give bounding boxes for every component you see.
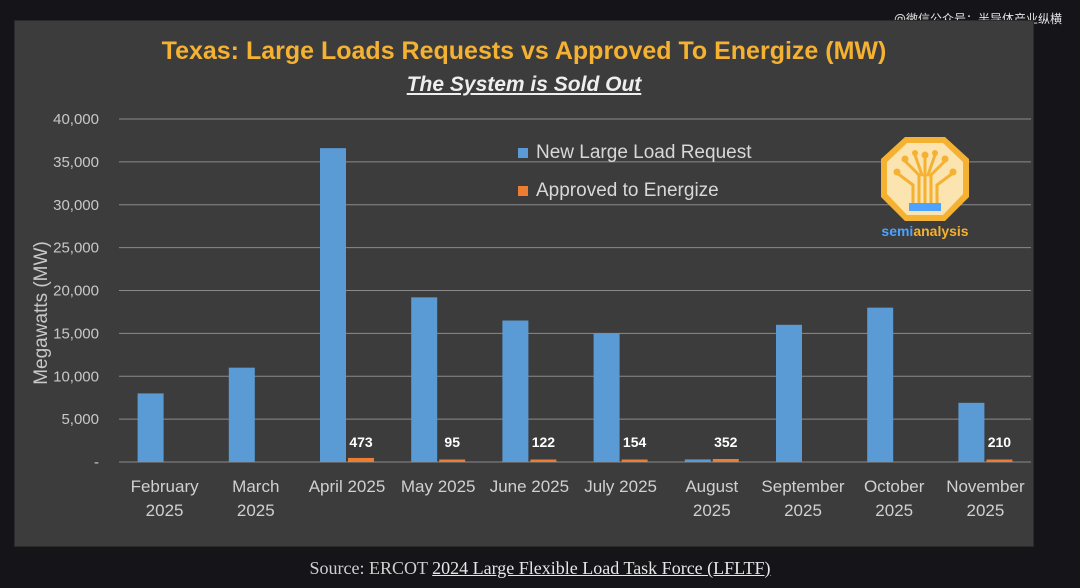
chart-panel: Texas: Large Loads Requests vs Approved … <box>14 20 1034 547</box>
bar-request <box>137 393 164 462</box>
y-tick-label: 25,000 <box>53 240 99 257</box>
bar-approved <box>439 459 466 462</box>
logo-emblem-icon <box>881 137 969 221</box>
data-label-approved: 210 <box>988 434 1012 450</box>
legend-item-approved: Approved to Energize <box>518 172 751 210</box>
bar-approved <box>986 459 1013 462</box>
legend: New Large Load Request Approved to Energ… <box>518 134 751 210</box>
bar-approved <box>712 458 739 462</box>
semianalysis-logo: semianalysis <box>875 135 975 245</box>
y-tick-label: 30,000 <box>53 197 99 214</box>
y-tick-label: 35,000 <box>53 154 99 171</box>
bar-request <box>958 402 985 462</box>
bar-approved <box>530 459 557 462</box>
plot-area: - 5,000 10,000 15,000 20,000 25,000 30,000 35,0… <box>53 111 1031 520</box>
y-tick-label: - <box>94 454 99 471</box>
legend-label-requests: New Large Load Request <box>536 142 752 163</box>
data-label-approved: 473 <box>349 434 373 450</box>
legend-label-approved: Approved to Energize <box>536 180 719 201</box>
bar-request <box>684 459 711 462</box>
x-tick-label: 2025 <box>237 501 275 520</box>
x-tick-label: 2025 <box>784 501 822 520</box>
chart-title: Texas: Large Loads Requests vs Approved … <box>161 37 887 65</box>
bar-request <box>320 148 346 462</box>
x-tick-label: July 2025 <box>584 477 657 496</box>
legend-swatch-requests <box>518 148 528 158</box>
x-tick-label: 2025 <box>875 501 913 520</box>
bar-request <box>228 367 255 462</box>
chart-subtitle: The System is Sold Out <box>406 73 642 96</box>
y-tick-label: 15,000 <box>53 325 99 342</box>
x-tick-label: June 2025 <box>490 477 569 496</box>
x-tick-label: April 2025 <box>309 477 386 496</box>
bar-approved <box>621 459 648 462</box>
y-tick-label: 20,000 <box>53 283 99 300</box>
data-label-approved: 352 <box>714 434 738 450</box>
x-tick-label: 2025 <box>966 501 1004 520</box>
bar-request <box>867 307 894 462</box>
data-label-approved: 154 <box>623 434 647 450</box>
y-tick-label: 10,000 <box>53 368 99 385</box>
x-tick-label: 2025 <box>693 501 731 520</box>
bar-approved <box>348 457 374 462</box>
x-tick-label: February <box>131 477 200 496</box>
legend-item-requests: New Large Load Request <box>518 134 751 172</box>
x-tick-label: August <box>685 477 738 496</box>
data-label-approved: 95 <box>444 434 460 450</box>
source-note: Source: ERCOT 2024 Large Flexible Load T… <box>0 558 1080 579</box>
x-tick-label: November <box>946 477 1025 496</box>
bar-request <box>593 333 620 462</box>
x-tick-label: May 2025 <box>401 477 476 496</box>
data-label-approved: 122 <box>532 434 556 450</box>
source-prefix: Source: ERCOT <box>309 558 433 578</box>
source-link[interactable]: 2024 Large Flexible Load Task Force (LFL… <box>432 558 771 578</box>
bar-request <box>411 297 438 462</box>
y-tick-label: 5,000 <box>61 411 99 428</box>
legend-swatch-approved <box>518 186 528 196</box>
y-tick-label: 40,000 <box>53 111 99 128</box>
x-tick-label: September <box>761 477 844 496</box>
x-tick-label: March <box>232 477 279 496</box>
logo-wordmark: semianalysis <box>881 223 969 239</box>
x-tick-label: 2025 <box>146 501 184 520</box>
bar-request <box>502 320 529 462</box>
bar-request <box>776 324 802 462</box>
x-tick-label: October <box>864 477 925 496</box>
